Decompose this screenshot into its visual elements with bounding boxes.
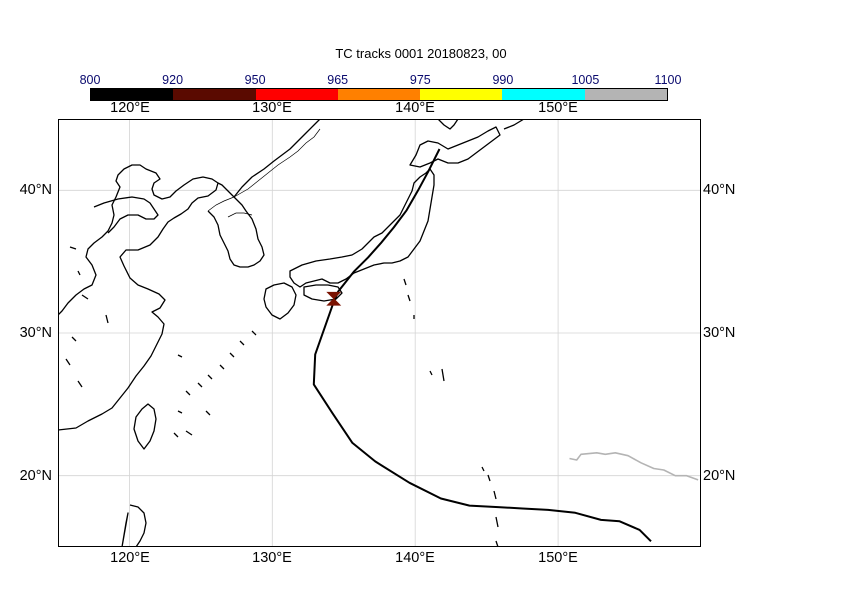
coastline-honshu (289, 168, 435, 288)
colorbar-segment (584, 89, 667, 100)
lat-tick-label: 20°N (703, 468, 736, 484)
coastline-taiwan (133, 403, 157, 450)
colorbar-labels: 800 920 950 965 975 990 1005 1100 (0, 73, 842, 89)
border-korea-dmz (227, 212, 253, 218)
coastline-kyushu (263, 282, 297, 320)
graticule (58, 119, 701, 547)
colorbar-label: 975 (409, 73, 431, 87)
coastline-izu-islands (403, 278, 499, 547)
colorbar-label: 950 (244, 73, 266, 87)
lat-tick-label: 30°N (19, 325, 52, 341)
tc-track-line (312, 148, 652, 543)
political-borders (207, 128, 321, 218)
colorbar-label: 990 (492, 73, 514, 87)
map-frame (58, 119, 701, 547)
lat-tick-label: 30°N (703, 325, 736, 341)
coastline-sakhalin (437, 119, 459, 130)
map-title: TC tracks 0001 20180823, 00 (335, 46, 507, 61)
coastline-hokkaido (409, 126, 501, 168)
colorbar-segment (255, 89, 338, 100)
lon-tick-label: 140°E (395, 550, 435, 566)
coastlines (58, 119, 525, 547)
lon-tick-label: 130°E (252, 100, 292, 116)
track-map (58, 119, 701, 547)
lat-tick-label: 40°N (703, 182, 736, 198)
colorbar-segment (502, 89, 585, 100)
lon-tick-label: 150°E (538, 100, 578, 116)
border-china-korea (207, 196, 235, 212)
coastline-china-islands (65, 246, 211, 438)
lon-tick-label: 120°E (110, 550, 150, 566)
lon-tick-label: 140°E (395, 100, 435, 116)
lon-tick-label: 120°E (110, 100, 150, 116)
hourglass-icon (326, 291, 342, 306)
colorbar-label: 965 (327, 73, 349, 87)
coastline-ryukyu (177, 330, 257, 414)
colorbar-segment (337, 89, 421, 100)
colorbar-label: 800 (79, 73, 101, 87)
lat-tick-label: 40°N (19, 182, 52, 198)
border-china-russia (233, 128, 321, 198)
colorbar-label: 1100 (654, 73, 682, 87)
coastline-shikoku (303, 284, 343, 302)
pressure-colorbar (90, 88, 668, 101)
lat-tick-label: 20°N (19, 468, 52, 484)
coastline-bohai (93, 196, 159, 234)
tc-track-line (569, 451, 699, 481)
tc-position-marker (326, 291, 342, 306)
lon-tick-label: 130°E (252, 550, 292, 566)
colorbar-label: 920 (162, 73, 184, 87)
colorbar-segment (91, 89, 174, 100)
tc-tracks (312, 148, 699, 543)
coastline-luzon (121, 504, 147, 547)
colorbar-segment (420, 89, 503, 100)
coastline-russia (233, 119, 321, 198)
coastline-kurils (503, 119, 525, 130)
colorbar-label: 1005 (571, 73, 600, 87)
lon-tick-label: 150°E (538, 550, 578, 566)
colorbar-segment (173, 89, 256, 100)
